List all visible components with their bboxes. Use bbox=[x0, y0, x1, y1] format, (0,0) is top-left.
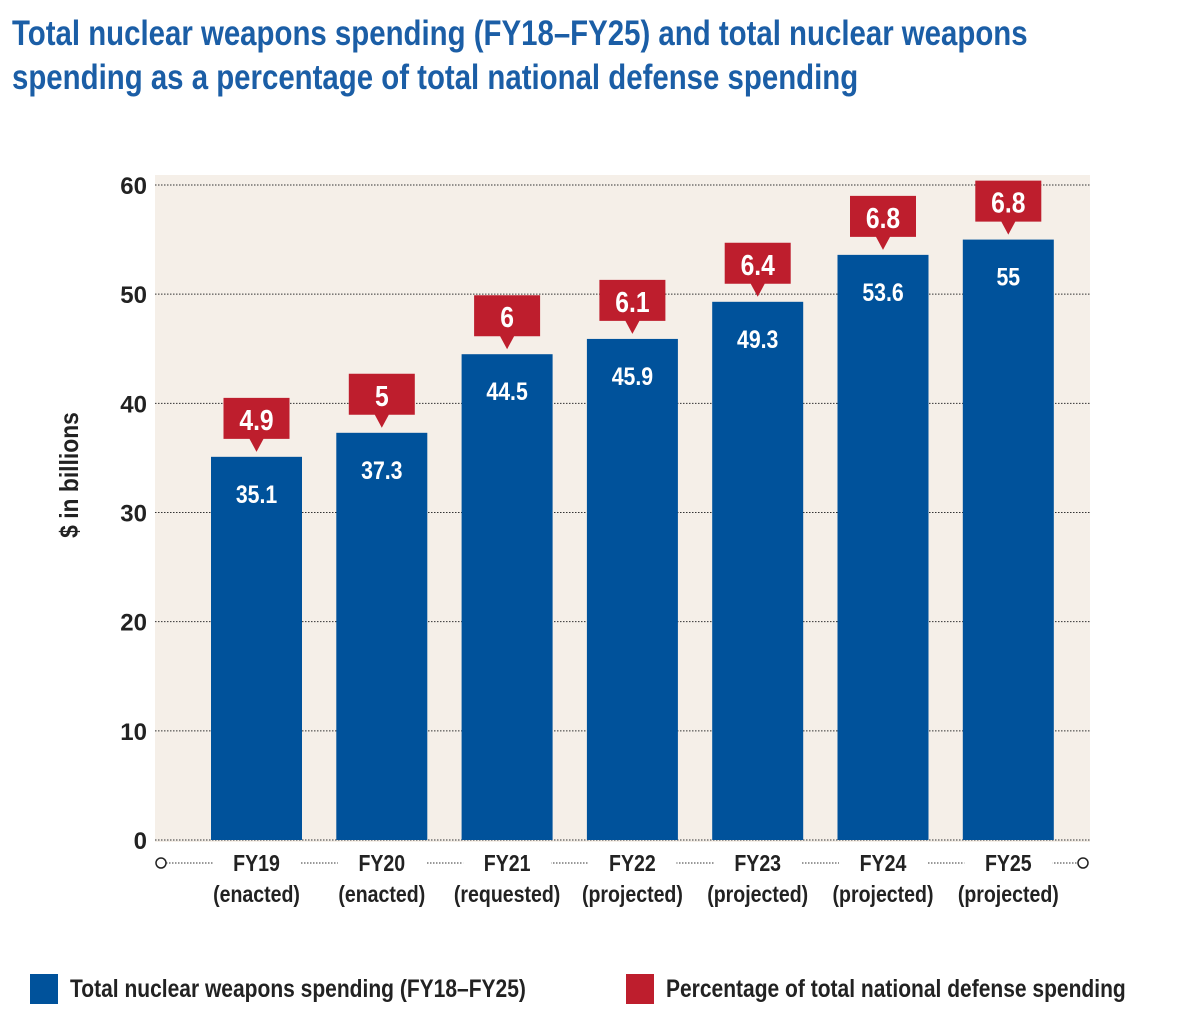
x-tick-label-status: (projected) bbox=[707, 882, 808, 908]
x-tick-label-status: (requested) bbox=[454, 882, 560, 908]
x-label-backdrop bbox=[713, 850, 802, 876]
bar-value-label: 49.3 bbox=[737, 325, 778, 353]
chart-title: Total nuclear weapons spending (FY18–FY2… bbox=[12, 12, 1028, 100]
x-tick-label-status: (projected) bbox=[582, 882, 683, 908]
x-label-backdrop bbox=[588, 850, 677, 876]
percentage-callout bbox=[474, 295, 541, 350]
percentage-callout bbox=[975, 180, 1042, 235]
axis-end-circle bbox=[155, 857, 167, 869]
bar bbox=[336, 432, 428, 840]
x-label-backdrop bbox=[337, 850, 426, 876]
legend-label-percentage: Percentage of total national defense spe… bbox=[666, 974, 1126, 1003]
x-label-backdrop bbox=[964, 850, 1053, 876]
y-tick-label: 10 bbox=[120, 719, 147, 746]
x-tick-label-status: (projected) bbox=[958, 882, 1059, 908]
bar-value-label: 37.3 bbox=[361, 456, 402, 484]
legend-label-spending: Total nuclear weapons spending (FY18–FY2… bbox=[70, 974, 526, 1003]
legend-swatch-red bbox=[626, 974, 654, 1004]
x-tick-label-year: FY23 bbox=[734, 851, 781, 877]
percentage-label: 6.8 bbox=[991, 187, 1025, 219]
x-label-backdrop bbox=[839, 850, 927, 876]
title-line-1: Total nuclear weapons spending (FY18–FY2… bbox=[12, 14, 1028, 53]
percentage-label: 6.4 bbox=[741, 249, 775, 281]
bar-value-label: 44.5 bbox=[486, 378, 527, 406]
bar-value-label: 45.9 bbox=[612, 362, 653, 390]
percentage-label: 6.1 bbox=[615, 286, 649, 318]
percentage-label: 5 bbox=[375, 380, 389, 412]
percentage-callout bbox=[348, 373, 415, 428]
percentage-label: 6 bbox=[500, 301, 514, 333]
percentage-callout bbox=[223, 397, 290, 452]
y-tick-label: 30 bbox=[120, 501, 147, 528]
bar bbox=[586, 338, 678, 840]
percentage-label: 4.9 bbox=[239, 404, 273, 436]
x-tick-label-year: FY21 bbox=[484, 851, 531, 877]
axis-end-circle bbox=[1077, 857, 1089, 869]
bar bbox=[461, 354, 553, 840]
bar-value-label: 55 bbox=[996, 263, 1020, 291]
y-tick-label: 50 bbox=[120, 282, 147, 309]
x-label-backdrop bbox=[212, 850, 301, 876]
legend-swatch-blue bbox=[30, 974, 58, 1004]
percentage-label: 6.8 bbox=[866, 202, 900, 234]
percentage-callout bbox=[724, 242, 791, 297]
percentage-callout bbox=[599, 279, 666, 334]
percentage-callout bbox=[850, 195, 916, 250]
x-tick-label-year: FY24 bbox=[860, 851, 907, 877]
y-tick-label: 40 bbox=[120, 391, 147, 418]
bar-value-label: 35.1 bbox=[236, 480, 277, 508]
title-line-2: spending as a percentage of total nation… bbox=[12, 58, 859, 97]
y-tick-label: 20 bbox=[120, 610, 147, 637]
bar-value-label: 53.6 bbox=[862, 278, 903, 306]
y-tick-label: 60 bbox=[120, 173, 147, 200]
bar bbox=[712, 301, 804, 840]
bar bbox=[837, 254, 929, 840]
x-tick-label-status: (enacted) bbox=[213, 882, 300, 908]
x-tick-label-year: FY25 bbox=[985, 851, 1032, 877]
x-tick-label-year: FY19 bbox=[233, 851, 280, 877]
x-label-backdrop bbox=[463, 850, 552, 876]
x-tick-label-year: FY22 bbox=[609, 851, 656, 877]
y-axis-label: $ in billions bbox=[56, 412, 85, 538]
legend-item-spending: Total nuclear weapons spending (FY18–FY2… bbox=[30, 974, 613, 1004]
bar bbox=[211, 456, 302, 840]
bar bbox=[962, 239, 1054, 841]
x-tick-label-status: (enacted) bbox=[338, 882, 425, 908]
y-tick-label: 0 bbox=[134, 828, 147, 855]
x-tick-label-year: FY20 bbox=[358, 851, 405, 877]
legend-item-percentage: Percentage of total national defense spe… bbox=[626, 974, 1200, 1004]
x-tick-label-status: (projected) bbox=[833, 882, 934, 908]
